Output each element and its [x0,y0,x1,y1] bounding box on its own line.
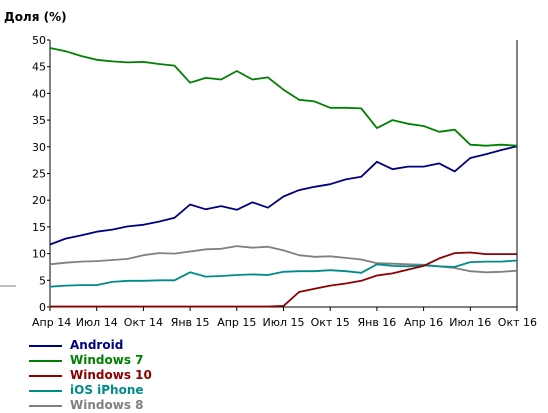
legend-item-ios-iphone: iOS iPhone [29,383,152,398]
y-tick-label: 15 [32,221,46,234]
x-tick-label: Окт 16 [498,316,537,329]
legend-swatch [29,344,62,347]
y-tick-label: 50 [32,34,46,47]
legend-label: Windows 10 [70,368,152,382]
x-tick-label: Июл 14 [76,316,118,329]
series-line-windows-8 [49,245,518,274]
y-axis-label: Доля (%) [4,10,67,24]
legend-item-android: Android [29,338,152,353]
legend-swatch [29,359,62,362]
y-tick-label: 5 [39,274,46,287]
legend-item-windows-7: Windows 7 [29,353,152,368]
y-tick-label: 45 [32,61,46,74]
legend: Android Windows 7 Windows 10 iOS iPhone Wind… [29,338,152,413]
x-tick-label: Апр 15 [217,316,256,329]
legend-swatch [29,404,62,407]
legend-swatch [29,389,62,392]
y-tick-label: 35 [32,114,46,127]
series-line-ios-iphone [49,259,518,288]
legend-item-windows-8: Windows 8 [29,398,152,413]
x-tick-label: Янв 15 [171,316,210,329]
legend-label: Windows 8 [70,398,144,412]
series-line-windows-10 [50,251,517,308]
y-tick-label: 0 [39,301,46,314]
y-tick-label: 25 [32,168,46,181]
x-tick-label: Янв 16 [357,316,396,329]
legend-label: iOS iPhone [70,383,144,397]
x-tick-label: Июл 16 [449,316,491,329]
x-tick-label: Окт 15 [311,316,350,329]
x-tick-label: Июл 15 [262,316,304,329]
x-tick-label: Апр 14 [32,316,71,329]
series-line-windows-7 [49,47,518,147]
y-tick-label: 10 [32,248,46,261]
y-tick-label: 20 [32,194,46,207]
legend-swatch [29,374,62,377]
legend-label: Windows 7 [70,353,144,367]
y-tick-label: 40 [32,87,46,100]
series-line-android [49,145,518,246]
y-tick-label: 30 [32,141,46,154]
legend-label: Android [70,338,124,352]
legend-item-windows-10: Windows 10 [29,368,152,383]
x-tick-label: Апр 16 [404,316,443,329]
x-tick-label: Окт 14 [124,316,163,329]
